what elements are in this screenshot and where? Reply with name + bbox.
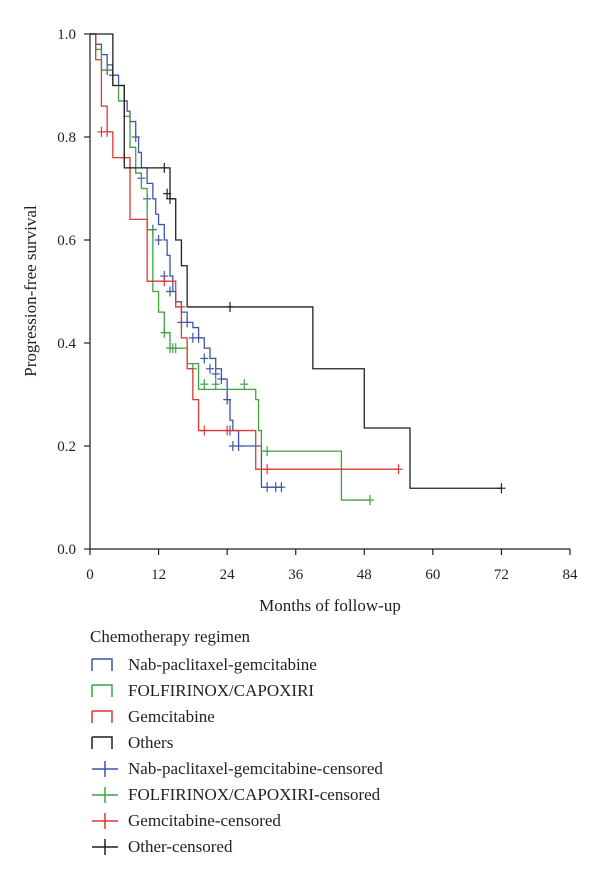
censor-mark bbox=[160, 276, 169, 287]
legend-label: Nab-paclitaxel-gemcitabine bbox=[128, 655, 317, 674]
legend-label: Nab-paclitaxel-gemcitabine-censored bbox=[128, 759, 383, 778]
legend-item: FOLFIRINOX/CAPOXIRI bbox=[90, 678, 570, 704]
censor-mark bbox=[131, 132, 140, 142]
censor-mark bbox=[226, 301, 234, 312]
series-group bbox=[90, 33, 286, 493]
censor-mark bbox=[177, 301, 186, 312]
legend-label: FOLFIRINOX/CAPOXIRI bbox=[128, 681, 315, 700]
legend-cross-line bbox=[92, 839, 118, 855]
legend: Chemotherapy regimen Nab-paclitaxel-gemc… bbox=[90, 626, 570, 860]
censor-mark bbox=[200, 353, 209, 364]
x-tick-label: 60 bbox=[425, 567, 440, 583]
x-axis-title: Months of follow-up bbox=[259, 596, 401, 615]
series-line bbox=[90, 33, 399, 470]
axes: 0 12 24 36 48 60 72 84 0.0 0.2 0.4 0.6 0.8 1.0 bbox=[57, 27, 578, 583]
legend-label: FOLFIRINOX/CAPOXIRI-censored bbox=[128, 785, 381, 804]
censor-mark bbox=[277, 482, 286, 493]
legend-label: Other-censored bbox=[128, 837, 233, 856]
series-group bbox=[90, 33, 374, 506]
censor-mark bbox=[240, 379, 249, 390]
censor-mark bbox=[160, 162, 169, 173]
legend-items: Nab-paclitaxel-gemcitabine FOLFIRINOX/CAP… bbox=[90, 652, 570, 860]
censor-mark bbox=[217, 374, 226, 385]
x-tick-label: 48 bbox=[357, 567, 372, 583]
x-tick-label: 84 bbox=[563, 567, 579, 583]
legend-label: Gemcitabine bbox=[128, 707, 215, 726]
legend-cross-symbol bbox=[92, 787, 118, 803]
legend-step-line bbox=[91, 658, 113, 671]
legend-item: Nab-paclitaxel-gemcitabine-censored bbox=[90, 756, 570, 782]
legend-item: FOLFIRINOX/CAPOXIRI-censored bbox=[90, 782, 570, 808]
censor-mark bbox=[160, 327, 169, 338]
censor-mark bbox=[223, 425, 232, 436]
legend-step-symbol bbox=[91, 736, 113, 749]
legend-label: Gemcitabine-censored bbox=[128, 811, 281, 830]
censor-mark bbox=[366, 495, 374, 506]
censor-mark bbox=[166, 286, 174, 297]
x-tick-label: 24 bbox=[220, 567, 236, 583]
y-tick-label: 0.2 bbox=[57, 439, 76, 455]
censor-mark bbox=[263, 464, 272, 475]
censor-mark bbox=[194, 332, 203, 343]
censor-mark bbox=[200, 379, 209, 390]
legend-cross-symbol bbox=[92, 761, 118, 777]
censor-mark bbox=[497, 483, 506, 494]
series-line bbox=[90, 33, 282, 488]
legend-title: Chemotherapy regimen bbox=[90, 627, 251, 646]
x-tick-label: 36 bbox=[288, 567, 304, 583]
censor-mark bbox=[223, 394, 232, 405]
legend-item: Others bbox=[90, 730, 570, 756]
censor-mark bbox=[183, 317, 192, 328]
series-group bbox=[90, 33, 506, 494]
legend-step-symbol bbox=[91, 684, 113, 697]
legend-cross-symbol bbox=[92, 839, 118, 855]
legend-cross-line bbox=[92, 813, 118, 829]
censor-mark bbox=[211, 379, 220, 390]
legend-step-symbol bbox=[91, 658, 113, 671]
censor-mark bbox=[163, 188, 172, 199]
censor-mark bbox=[206, 363, 214, 374]
x-tick-label: 12 bbox=[151, 567, 166, 583]
censor-mark bbox=[171, 343, 180, 354]
legend-item: Gemcitabine bbox=[90, 704, 570, 730]
censor-mark bbox=[103, 126, 112, 137]
y-tick-label: 0.0 bbox=[57, 542, 76, 558]
legend-step-line bbox=[91, 710, 113, 723]
x-tick-label: 72 bbox=[494, 567, 509, 583]
legend-cross-symbol bbox=[92, 813, 118, 829]
legend-item: Nab-paclitaxel-gemcitabine bbox=[90, 652, 570, 678]
censor-mark bbox=[263, 482, 272, 493]
y-tick-label: 0.8 bbox=[57, 130, 76, 146]
legend-item: Gemcitabine-censored bbox=[90, 808, 570, 834]
series-line bbox=[90, 33, 502, 489]
legend-cross-line bbox=[92, 761, 118, 777]
km-chart: 0 12 24 36 48 60 72 84 0.0 0.2 0.4 0.6 0.8 1.0 Months… bbox=[21, 27, 578, 615]
x-tick-label: 0 bbox=[86, 567, 94, 583]
legend-item: Other-censored bbox=[90, 834, 570, 860]
y-axis-title: Progression-free survival bbox=[21, 205, 40, 377]
y-tick-label: 0.6 bbox=[57, 233, 76, 249]
censor-mark bbox=[263, 446, 272, 457]
series-group bbox=[90, 33, 403, 475]
censor-mark bbox=[200, 425, 209, 436]
censor-mark bbox=[394, 464, 403, 475]
censor-mark bbox=[211, 368, 220, 379]
censor-mark bbox=[166, 193, 174, 204]
censor-mark bbox=[154, 235, 163, 245]
series-layer bbox=[90, 33, 506, 506]
y-tick-label: 1.0 bbox=[57, 27, 76, 43]
legend-cross-line bbox=[92, 787, 118, 803]
legend-step-line bbox=[91, 736, 113, 749]
censor-mark bbox=[234, 441, 243, 451]
legend-step-line bbox=[91, 684, 113, 697]
y-tick-label: 0.4 bbox=[57, 336, 76, 352]
legend-step-symbol bbox=[91, 710, 113, 723]
legend-label: Others bbox=[128, 733, 174, 752]
